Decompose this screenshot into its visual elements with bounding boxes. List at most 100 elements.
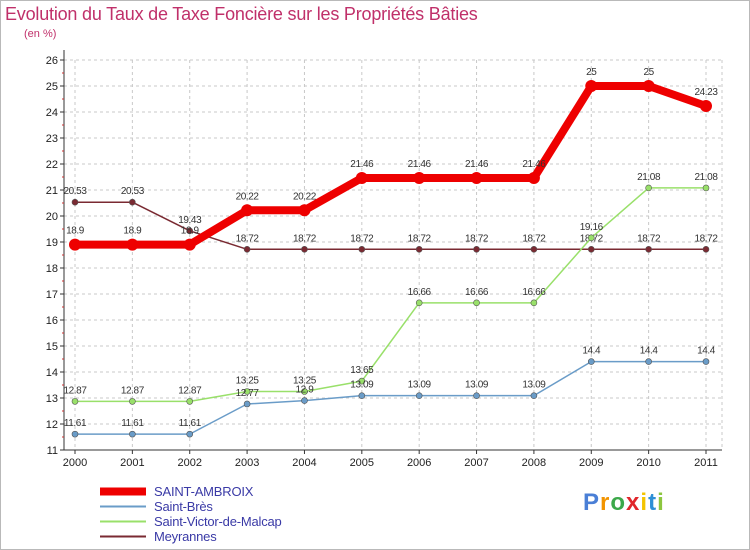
data-point [129,398,136,405]
y-tick-label: 20 [46,211,58,223]
series-line-saint-ambroix [75,82,708,249]
data-point [415,392,423,399]
data-label: 24.23 [694,87,718,98]
y-tick-label: 16 [46,315,58,327]
legend-swatch [100,535,146,538]
data-label: 18.72 [465,233,489,244]
data-point [298,204,311,217]
data-point [243,388,251,395]
data-point [126,238,139,251]
data-point [645,358,652,365]
data-point [530,245,538,253]
data-point [241,204,254,217]
data-label: 25 [586,67,597,78]
legend: SAINT-AMBROIX Saint-Brès Saint-Victor-de… [100,484,282,544]
legend-label: SAINT-AMBROIX [154,484,254,499]
y-tick-label: 11 [47,445,58,457]
series-line-saint-brès [75,360,706,435]
x-tick-label: 2002 [177,457,201,469]
data-point [587,234,595,242]
data-label: 13.25 [293,376,317,387]
x-tick-label: 2008 [522,457,546,469]
data-label: 12.87 [121,385,145,396]
data-label: 18.72 [637,233,661,244]
chart-title: Evolution du Taux de Taxe Foncière sur l… [5,4,478,24]
data-point [642,80,655,92]
data-point [129,430,136,438]
data-point [645,184,652,192]
data-label: 14.4 [697,346,716,357]
data-label: 12.9 [296,385,315,396]
data-point [530,392,538,399]
data-label: 18.72 [293,233,317,244]
data-point [355,172,368,185]
data-label: 11.61 [64,418,87,429]
data-label: 11.61 [121,418,144,429]
data-point [301,245,308,253]
data-point [585,80,598,92]
data-point [473,299,480,307]
data-label: 13.09 [522,380,546,391]
data-label: 13.09 [465,380,489,391]
data-label: 18.9 [181,226,200,237]
y-tick-label: 13 [46,393,58,405]
data-point [473,245,480,253]
y-tick-label: 17 [46,289,58,301]
data-point [69,238,81,251]
x-tick-label: 2011 [694,457,718,469]
data-point [473,392,480,399]
data-label: 11.61 [179,418,202,429]
data-point [243,245,251,253]
legend-label: Meyrannes [154,529,217,544]
data-label: 18.72 [408,233,432,244]
logo-letter: o [610,489,627,516]
data-label: 18.72 [350,233,374,244]
legend-swatch [100,505,146,508]
data-point [186,398,194,405]
data-point [71,198,79,206]
x-tick-label: 2006 [407,457,431,469]
logo-letter: x [626,489,641,516]
data-point [358,392,366,399]
legend-label: Saint-Victor-de-Malcap [154,514,282,529]
data-label: 16.66 [522,287,546,298]
legend-item-saint-victor-de-malcap: Saint-Victor-de-Malcap [100,514,282,529]
data-label: 16.66 [465,287,489,298]
data-point [186,430,194,438]
data-point [71,430,79,438]
proxiti-logo: Proxiti [583,489,665,517]
x-tick-label: 2009 [579,457,603,469]
data-label: 19.16 [580,222,604,233]
data-label: 12.77 [236,388,260,399]
legend-swatch [100,520,146,523]
x-tick-label: 2003 [235,457,259,469]
data-label: 13.09 [350,380,374,391]
series-line-meyrannes [75,201,706,251]
data-label: 18.9 [123,226,142,237]
data-label: 13.25 [236,376,260,387]
logo-letter: t [648,489,658,516]
data-label: 20.22 [293,191,317,202]
y-tick-label: 25 [46,81,58,93]
y-tick-label: 12 [46,419,58,431]
x-tick-label: 2004 [292,457,316,469]
data-point [702,184,710,192]
data-label: 20.22 [236,191,260,202]
legend-swatch [100,487,146,496]
data-point [527,172,540,185]
data-label: 13.65 [350,365,374,376]
data-label: 19.43 [178,215,202,226]
x-tick-label: 2005 [350,457,374,469]
data-point [186,227,194,235]
data-point [71,398,79,405]
data-point [587,245,595,253]
y-tick-label: 21 [46,185,58,197]
data-label: 21.46 [465,159,489,170]
data-label: 13.09 [408,380,432,391]
logo-letter: i [657,489,665,516]
data-label: 12.87 [63,385,87,396]
data-label: 21.46 [350,159,374,170]
y-tick-label: 26 [46,55,58,67]
y-tick-label: 18 [46,263,58,275]
